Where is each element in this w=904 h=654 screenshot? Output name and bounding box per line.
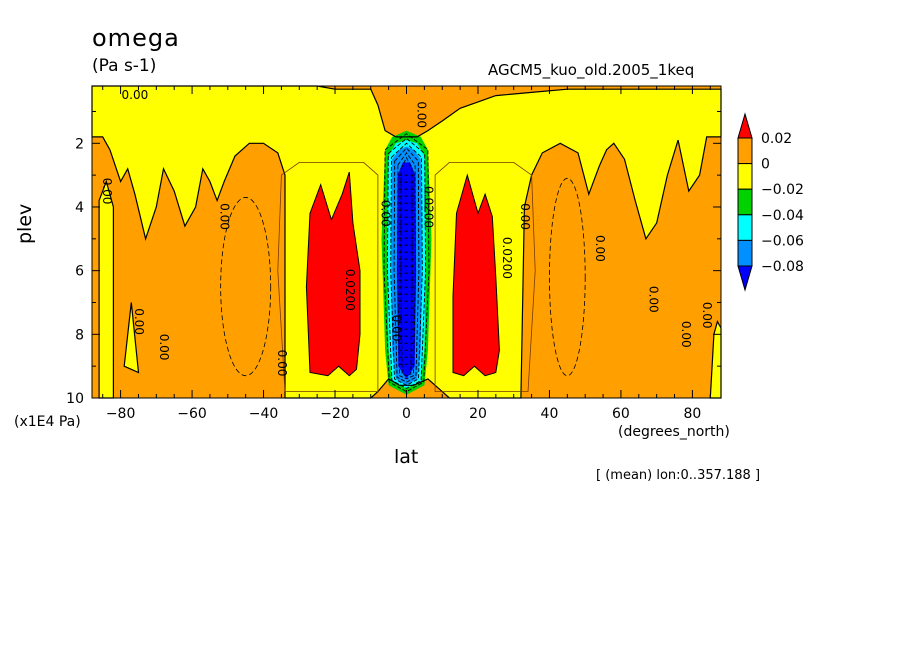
contour-labels: 0.00 0.00 0.00 0.00 0.00 0.00 0.00 0.00 0.0200 0.… <box>100 88 714 376</box>
y-axis: 2 4 6 8 10 <box>66 110 721 407</box>
colorbar-label: 0.02 <box>761 131 792 147</box>
y-tick-label: 10 <box>66 391 84 407</box>
footnote: [ (mean) lon:0..357.188 ] <box>596 468 761 483</box>
negative-omega-region <box>99 181 114 398</box>
y-tick-label: 6 <box>75 264 84 280</box>
colorbar-label: −0.04 <box>761 208 804 224</box>
colorbar-label: −0.06 <box>761 233 804 249</box>
colorbar-swatch <box>737 188 753 216</box>
contour-label: 0.00 <box>157 334 171 361</box>
contour-label: 0.00 <box>647 286 661 313</box>
contour-label: 0.00 <box>518 203 532 230</box>
colorbar-label: −0.02 <box>761 182 804 198</box>
contour-label: 0.00 <box>379 200 393 227</box>
negative-contour <box>383 133 430 393</box>
positive-contour <box>452 173 500 377</box>
y-tick-label: 8 <box>75 327 84 343</box>
x-axis: −80 −60 −40 −20 0 20 40 60 80 <box>102 86 711 422</box>
zero-contour <box>98 179 115 399</box>
contour-label: 0.00 <box>275 350 289 377</box>
zero-contour <box>91 85 722 399</box>
positive-omega-region <box>453 175 500 376</box>
contour-label: 0.00 <box>122 88 149 102</box>
chart-title: omega <box>92 24 180 52</box>
contour-label: 0.0200 <box>500 237 514 279</box>
colorbar-label: −0.08 <box>761 259 804 275</box>
positive-omega-region <box>306 172 360 376</box>
contour-label: 0.00 <box>414 101 428 128</box>
x-tick-label: −20 <box>320 406 350 422</box>
colorbar-arrow-bottom <box>737 265 753 292</box>
positive-contour <box>434 161 536 393</box>
negative-omega-region <box>124 302 139 373</box>
colorbar-arrow-top <box>737 112 753 139</box>
negative-contour <box>393 147 420 383</box>
contour-label: 0.00 <box>218 203 232 230</box>
zero-contour <box>123 302 140 374</box>
dataset-name: AGCM5_kuo_old.2005_1keq <box>488 61 695 79</box>
negative-contour <box>549 177 586 377</box>
x-tick-label: 20 <box>469 406 487 422</box>
colorbar-swatch <box>737 137 753 165</box>
contour-label: 0.0200 <box>343 269 357 311</box>
x-tick-label: 0 <box>402 406 411 422</box>
x-axis-unit: (degrees_north) <box>618 424 730 440</box>
shaded-fields <box>92 86 721 398</box>
y-axis-unit: (x1E4 Pa) <box>14 414 81 430</box>
y-tick-label: 4 <box>75 200 84 216</box>
contour-label: 0.00 <box>679 321 693 348</box>
contour-label: 0.0200 <box>421 186 435 228</box>
negative-contour <box>400 156 413 377</box>
x-tick-label: −40 <box>249 406 279 422</box>
x-axis-label: lat <box>394 446 419 468</box>
colorbar-label: 0 <box>761 157 770 173</box>
x-tick-label: 60 <box>612 406 630 422</box>
negative-contour <box>386 137 427 389</box>
colorbar: 0.02 0 −0.02 −0.04 −0.06 −0.08 <box>737 112 804 292</box>
positive-contour <box>305 171 361 377</box>
ascent-band-core <box>396 162 417 379</box>
chart-units: (Pa s-1) <box>92 56 157 76</box>
positive-contour <box>277 161 379 393</box>
contour-label: 0.00 <box>700 302 714 329</box>
y-tick-label: 2 <box>75 136 84 152</box>
contour-label: 0.00 <box>132 308 146 335</box>
colorbar-swatch <box>737 239 753 267</box>
contour-label: 0.00 <box>593 235 607 262</box>
contour-label: 0.00 <box>100 178 114 205</box>
colorbar-swatch <box>737 163 753 190</box>
negative-contour <box>390 142 423 386</box>
negative-omega-region <box>710 321 721 398</box>
x-tick-label: 80 <box>683 406 701 422</box>
x-tick-label: −80 <box>106 406 136 422</box>
x-tick-label: −60 <box>177 406 207 422</box>
contour-label: 0.00 <box>389 315 403 342</box>
negative-contour <box>220 197 272 377</box>
negative-contour <box>397 152 416 380</box>
x-tick-label: 40 <box>541 406 559 422</box>
colorbar-swatch <box>737 214 753 241</box>
